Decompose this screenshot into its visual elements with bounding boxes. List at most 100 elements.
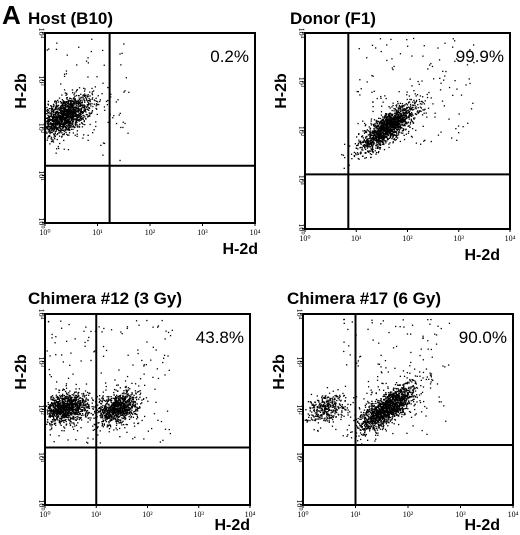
event-dot — [78, 109, 80, 111]
event-dot — [383, 142, 385, 144]
event-dot — [70, 109, 72, 111]
event-dot — [359, 79, 361, 81]
event-dot — [67, 134, 69, 136]
event-dot — [370, 139, 372, 141]
event-dot — [80, 119, 82, 122]
event-dot — [70, 120, 72, 123]
event-dot — [421, 103, 423, 105]
event-dot — [115, 101, 117, 103]
event-dot — [386, 120, 388, 122]
event-dot — [68, 400, 70, 402]
event-dot — [80, 117, 82, 119]
event-dot — [88, 392, 90, 394]
event-dot — [395, 104, 397, 107]
event-dot — [61, 136, 63, 138]
event-dot — [115, 403, 117, 405]
event-dot — [380, 122, 382, 124]
event-dot — [74, 118, 76, 120]
event-dot — [383, 135, 385, 137]
event-dot — [79, 407, 81, 409]
event-dot — [55, 103, 58, 105]
event-dot — [412, 121, 414, 123]
event-dot — [80, 108, 82, 110]
event-dot — [375, 134, 377, 136]
event-dot — [54, 135, 56, 138]
event-dot — [58, 107, 61, 109]
event-dot — [114, 411, 116, 413]
event-dot — [112, 117, 114, 119]
event-dot — [138, 398, 140, 400]
event-dot — [413, 103, 416, 105]
event-dot — [74, 109, 76, 111]
event-dot — [87, 399, 89, 401]
event-dot — [71, 117, 73, 119]
event-dot — [72, 107, 74, 110]
event-dot — [104, 414, 106, 417]
event-dot — [75, 395, 77, 397]
event-dot — [69, 108, 71, 111]
event-dot — [394, 118, 396, 120]
event-dot — [58, 97, 61, 99]
event-dot — [111, 417, 113, 420]
event-dot — [72, 92, 74, 94]
event-dot — [356, 145, 358, 147]
x-axis-title: H-2d — [222, 241, 258, 258]
event-dot — [78, 87, 81, 89]
event-dot — [51, 140, 54, 142]
event-dot — [67, 405, 69, 407]
event-dot — [130, 400, 133, 402]
event-dot — [405, 115, 407, 117]
event-dot — [388, 117, 390, 119]
event-dot — [400, 110, 402, 113]
event-dot — [124, 418, 126, 421]
event-dot — [106, 396, 108, 398]
event-dot — [373, 125, 375, 127]
event-dot — [122, 394, 124, 397]
event-dot — [123, 91, 125, 93]
event-dot — [105, 419, 107, 421]
event-dot — [370, 118, 373, 120]
event-dot — [415, 142, 417, 144]
event-dot — [66, 416, 68, 418]
event-dot — [405, 123, 407, 125]
event-dot — [389, 112, 391, 115]
event-dot — [63, 398, 65, 401]
event-dot — [129, 398, 132, 400]
event-dot — [400, 105, 403, 107]
event-dot — [69, 116, 71, 118]
event-dot — [66, 98, 68, 100]
event-dot — [60, 131, 62, 133]
event-dot — [57, 405, 60, 407]
event-dot — [375, 47, 377, 49]
event-dot — [76, 130, 78, 132]
event-dot — [130, 403, 132, 405]
event-dot — [395, 138, 397, 141]
event-dot — [62, 388, 64, 390]
event-dot — [64, 408, 67, 411]
event-dot — [57, 112, 60, 115]
event-dot — [385, 134, 387, 136]
event-dot — [63, 124, 65, 126]
event-dot — [66, 405, 68, 407]
event-dot — [61, 122, 63, 124]
event-dot — [85, 406, 87, 408]
event-dot — [391, 133, 394, 135]
event-dot — [372, 137, 374, 139]
event-dot — [394, 109, 397, 111]
event-dot — [393, 131, 396, 133]
event-dot — [391, 115, 393, 117]
event-dot — [124, 417, 127, 419]
event-dot — [64, 103, 66, 105]
event-dot — [63, 148, 65, 150]
event-dot — [344, 157, 346, 159]
event-dot — [75, 94, 78, 97]
x-tick-label: 10⁰ — [39, 228, 50, 237]
event-dot — [65, 408, 68, 410]
event-dot — [378, 151, 380, 153]
event-dot — [395, 114, 397, 116]
event-dot — [382, 129, 384, 132]
event-dot — [389, 129, 391, 131]
event-dot — [472, 102, 474, 104]
event-dot — [67, 408, 69, 411]
event-dot — [50, 415, 52, 417]
